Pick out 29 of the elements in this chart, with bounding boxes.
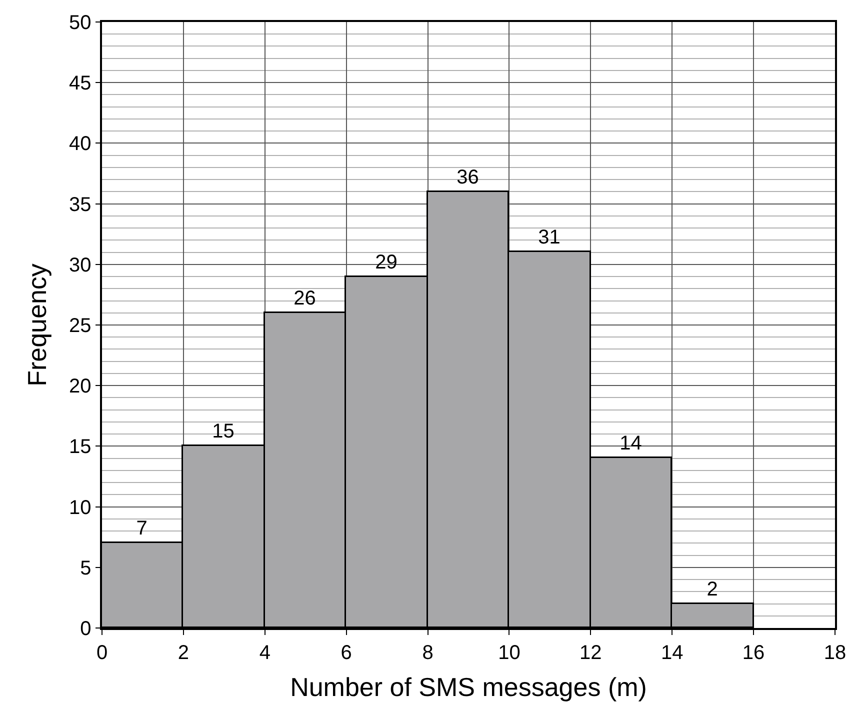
x-tick-label: 12 xyxy=(580,642,602,664)
x-axis-title: Number of SMS messages (m) xyxy=(290,672,647,702)
y-tick-label: 15 xyxy=(69,436,92,458)
y-tick-label: 5 xyxy=(80,557,92,580)
y-tick-label: 30 xyxy=(69,254,92,276)
data-label: 2 xyxy=(706,578,718,600)
x-tick-label: 4 xyxy=(259,642,270,664)
y-tick-label: 20 xyxy=(69,376,92,398)
y-tick-label: 40 xyxy=(69,133,92,156)
y-tick-label: 35 xyxy=(69,194,92,216)
x-tick-label: 0 xyxy=(96,642,108,664)
data-label: 15 xyxy=(212,420,234,442)
data-label: 31 xyxy=(538,226,560,248)
x-tick-label: 18 xyxy=(824,642,846,664)
y-tick-label: 10 xyxy=(69,496,92,519)
x-tick-label: 16 xyxy=(742,642,765,664)
data-label: 36 xyxy=(456,166,479,188)
y-tick-label: 45 xyxy=(69,72,92,95)
data-label: 26 xyxy=(294,287,316,310)
x-tick-label: 6 xyxy=(340,642,352,664)
x-tick-label: 2 xyxy=(178,642,190,664)
y-tick-label: 25 xyxy=(69,315,92,337)
y-tick-label: 0 xyxy=(80,618,92,640)
x-tick-label: 14 xyxy=(660,642,684,664)
x-tick-label: 8 xyxy=(422,642,434,664)
x-tick-label: 10 xyxy=(498,642,520,664)
data-label: 7 xyxy=(136,517,148,540)
y-axis-title: Frequency xyxy=(22,264,52,386)
y-tick-label: 50 xyxy=(69,12,92,34)
